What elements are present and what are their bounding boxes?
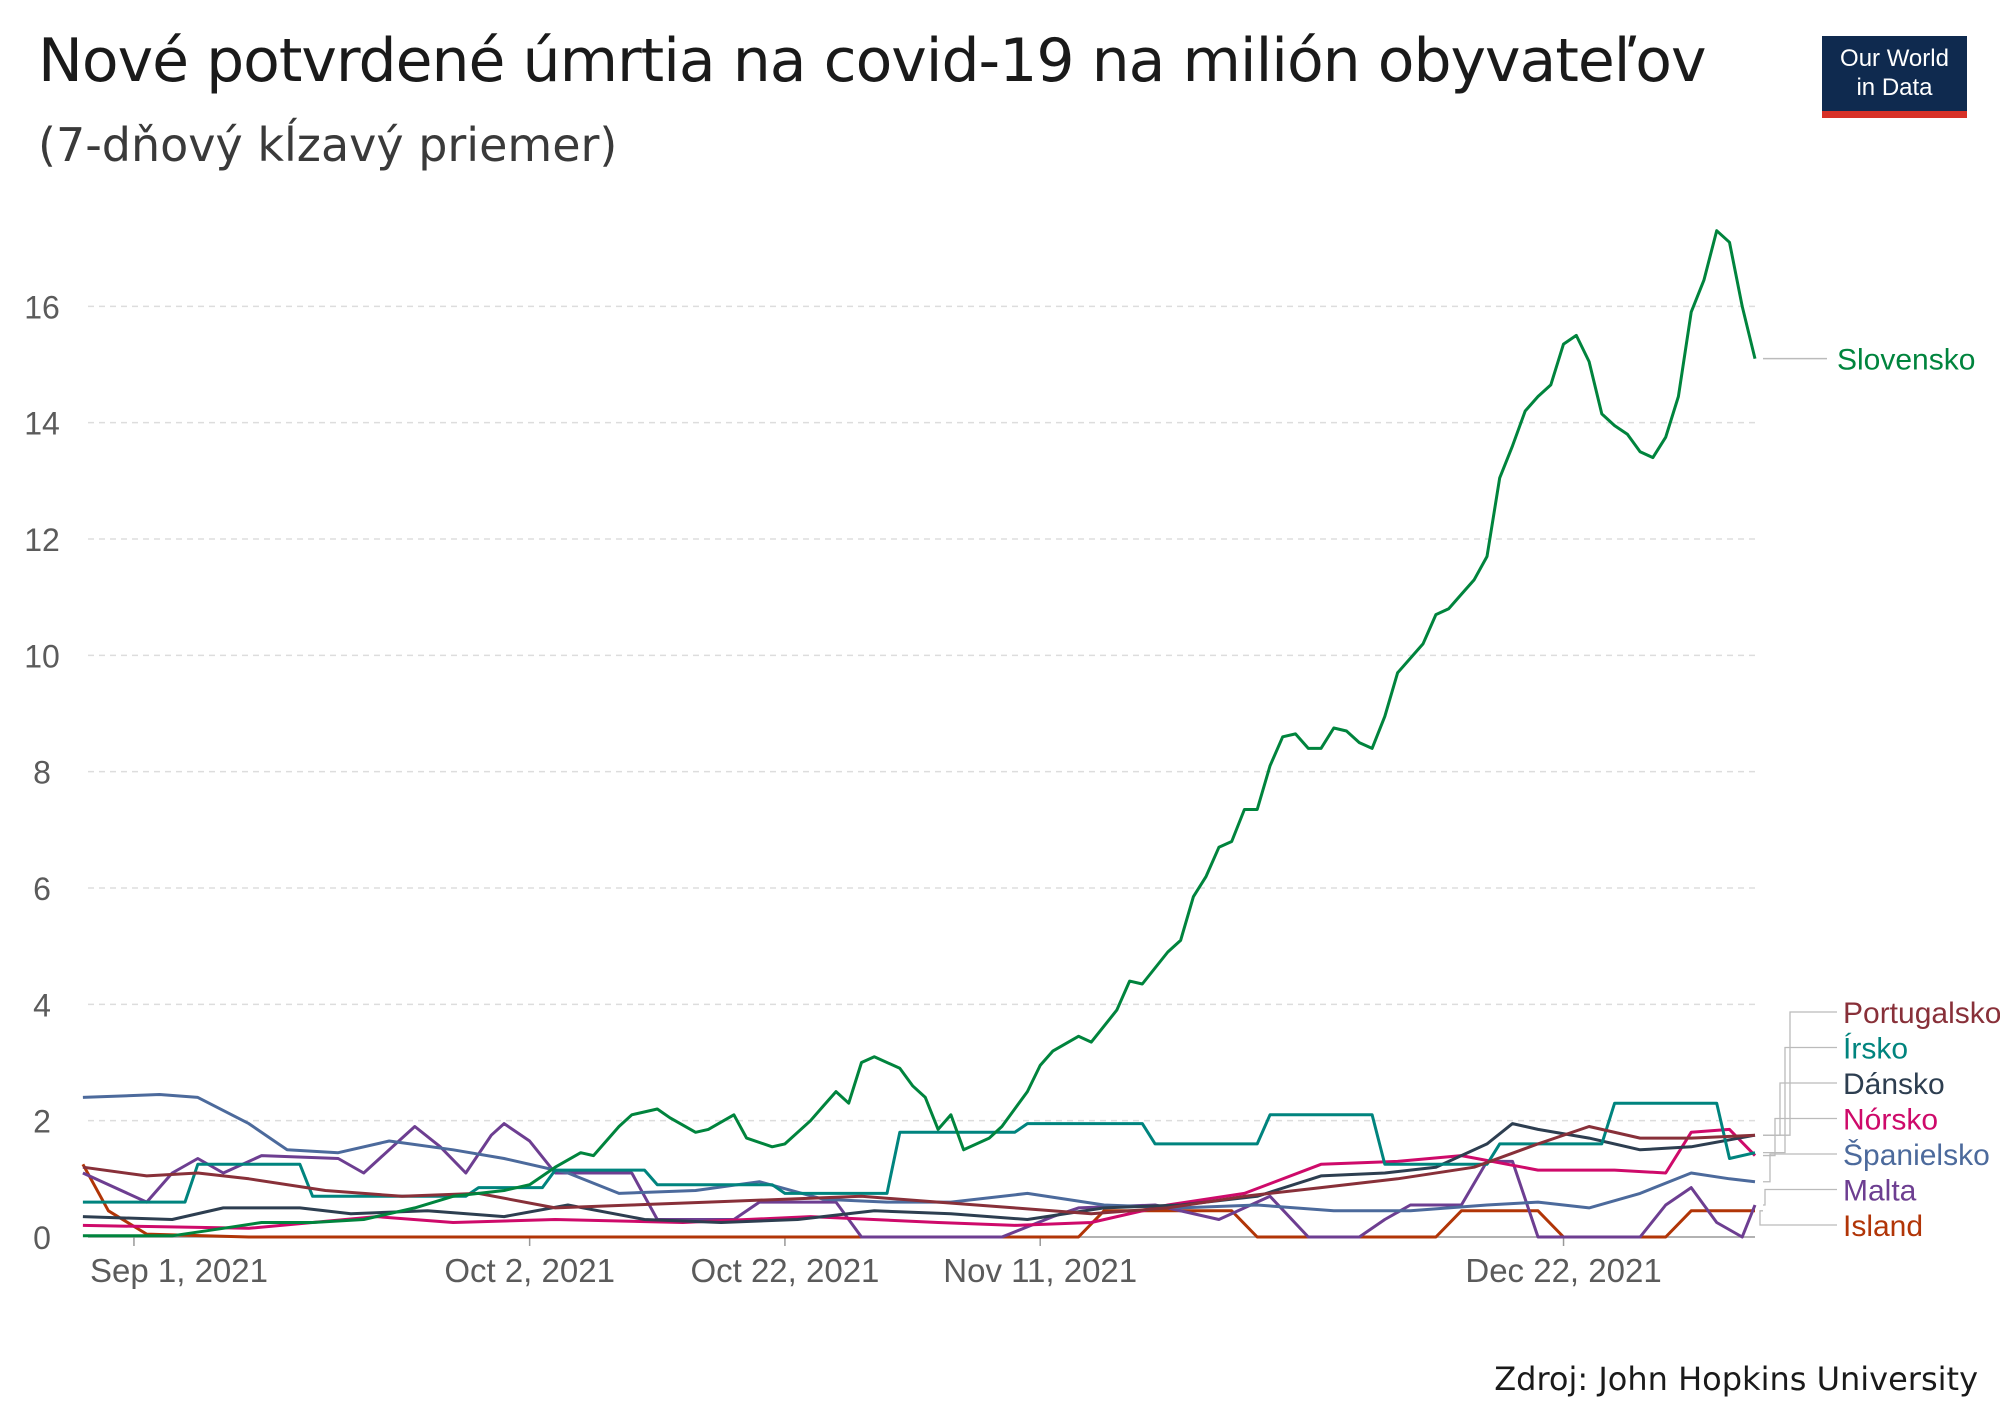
- series-line-dánsko: [82, 1122, 1756, 1224]
- y-tick-label: 0: [33, 1220, 51, 1256]
- chart-title: Nové potvrdené úmrtia na covid-19 na mil…: [38, 26, 1706, 96]
- y-tick-label: 10: [24, 638, 60, 674]
- label-connector: [1759, 1210, 1837, 1226]
- y-axis-ticks: 0 2 4 6 8 10 12 14 16: [24, 289, 60, 1256]
- y-tick-label: 16: [24, 289, 60, 325]
- series-line-španielsko: [82, 1093, 1756, 1213]
- series-line-slovensko: [82, 229, 1757, 1238]
- logo-line-2: in Data: [1856, 74, 1933, 101]
- series-label: Nórsko: [1843, 1104, 1938, 1137]
- y-tick-label: 8: [33, 755, 51, 791]
- y-tick-label: 14: [24, 406, 60, 442]
- x-tick-label: Oct 22, 2021: [690, 1252, 879, 1289]
- source-note: Zdroj: John Hopkins University: [1494, 1360, 1978, 1398]
- series-label: Malta: [1843, 1175, 1917, 1208]
- series-label: Portugalsko: [1843, 997, 2000, 1030]
- series-label: Írsko: [1843, 1033, 1908, 1066]
- x-axis: Sep 1, 2021 Oct 2, 2021 Oct 22, 2021 Nov 11…: [88, 1236, 1755, 1289]
- y-tick-label: 6: [33, 871, 51, 907]
- y-tick-label: 12: [24, 522, 60, 558]
- y-tick-label: 2: [33, 1104, 51, 1140]
- series-label: Island: [1843, 1210, 1923, 1243]
- x-tick-label: Sep 1, 2021: [90, 1252, 268, 1289]
- label-connector: [1763, 1011, 1837, 1136]
- gridlines: [88, 305, 1755, 1122]
- series-line-portugalsko: [82, 1125, 1756, 1216]
- chart-subtitle: (7-dňový kĺzavý priemer): [38, 118, 618, 172]
- x-tick-label: Nov 11, 2021: [943, 1252, 1137, 1289]
- series-label: Dánsko: [1843, 1068, 1945, 1101]
- series-label: Španielsko: [1843, 1138, 1990, 1172]
- x-tick-label: Oct 2, 2021: [444, 1252, 615, 1289]
- label-connector: [1763, 1153, 1837, 1183]
- line-chart: 0 2 4 6 8 10 12 14 16 Sep 1, 2021 Oct 2, 2021 Oct …: [24, 229, 2000, 1289]
- label-connector: [1763, 1046, 1837, 1154]
- label-connector: [1763, 1082, 1837, 1136]
- series-labels: Slovensko PortugalskoÍrskoDánskoNórskoŠpa…: [1759, 344, 2000, 1243]
- owid-logo[interactable]: Our World in Data: [1822, 36, 1967, 118]
- y-tick-label: 4: [33, 987, 51, 1023]
- label-connector: [1763, 1117, 1837, 1157]
- series-label: Slovensko: [1837, 344, 1975, 377]
- x-tick-label: Dec 22, 2021: [1465, 1252, 1661, 1289]
- logo-line-1: Our World: [1840, 45, 1949, 72]
- label-connector: [1763, 1188, 1837, 1206]
- series-lines: [81, 229, 1757, 1239]
